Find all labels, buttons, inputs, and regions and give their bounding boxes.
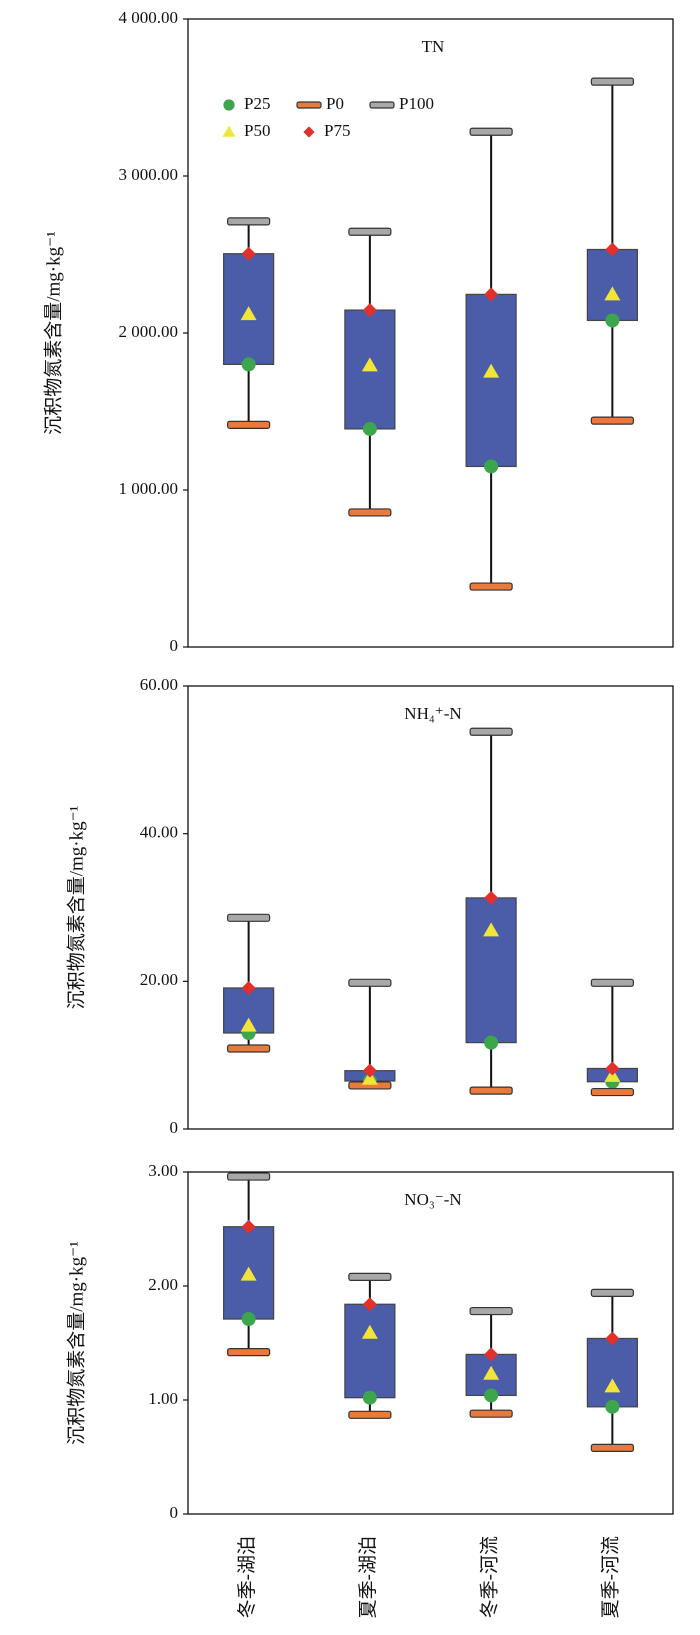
x-tick-label: 冬季-湖泊	[236, 1536, 258, 1618]
point-cap	[348, 1272, 392, 1281]
point-diamond	[362, 1063, 377, 1078]
point-circle	[362, 421, 377, 436]
point-cap	[469, 127, 513, 136]
box	[586, 248, 638, 322]
point-circle	[605, 1399, 620, 1414]
y-tick-label: 4 000.00	[119, 8, 179, 27]
y-tick-label: 60.00	[140, 675, 178, 694]
point-diamond	[605, 242, 620, 257]
point-cap	[227, 217, 271, 226]
point-triangle	[240, 1266, 257, 1281]
y-axis-label: 沉积物氮素含量/mg·kg⁻¹	[65, 805, 87, 1009]
point-triangle	[361, 357, 378, 372]
x-tick-label: 夏季-河流	[600, 1536, 622, 1618]
y-tick-label: 2 000.00	[119, 322, 179, 341]
point-cap	[590, 1443, 634, 1452]
point-circle	[241, 1312, 256, 1327]
legend-label: P0	[326, 94, 344, 113]
point-cap	[227, 1044, 271, 1053]
plot-frame	[187, 1171, 674, 1515]
legend-marker	[296, 101, 322, 109]
y-tick-label: 0	[170, 1503, 179, 1522]
point-diamond	[241, 1219, 256, 1234]
point-circle	[605, 313, 620, 328]
point-cap	[590, 1288, 634, 1297]
x-tick-label: 冬季-河流	[478, 1536, 500, 1618]
point-cap	[590, 416, 634, 425]
y-axis-label: 沉积物氮素含量/mg·kg⁻¹	[42, 231, 64, 435]
point-diamond	[605, 1061, 620, 1076]
box	[465, 293, 517, 468]
point-circle	[484, 1388, 499, 1403]
x-tick-label: 夏季-湖泊	[357, 1536, 379, 1618]
legend-marker	[369, 101, 395, 109]
point-cap	[348, 508, 392, 517]
y-tick-label: 2.00	[148, 1275, 178, 1294]
point-cap	[469, 1409, 513, 1418]
y-tick-label: 3 000.00	[119, 165, 179, 184]
legend-label: P25	[244, 94, 270, 113]
point-triangle	[361, 1070, 378, 1085]
box	[344, 1303, 396, 1399]
y-axis-label: 沉积物氮素含量/mg·kg⁻¹	[65, 1241, 87, 1445]
panel-title: NH₄⁺-N	[404, 704, 461, 723]
point-diamond	[362, 1297, 377, 1312]
point-circle	[241, 357, 256, 372]
box	[586, 1337, 638, 1408]
point-cap	[469, 1086, 513, 1095]
point-diamond	[241, 246, 256, 261]
point-triangle	[240, 306, 257, 321]
point-triangle	[483, 363, 500, 378]
point-triangle	[483, 922, 500, 937]
box	[465, 897, 517, 1044]
point-cap	[590, 1087, 634, 1097]
point-diamond	[484, 287, 499, 302]
panel-title: NO₃⁻-N	[404, 1190, 461, 1209]
legend-label: P75	[324, 121, 350, 140]
y-tick-label: 1 000.00	[119, 479, 179, 498]
point-triangle	[483, 1365, 500, 1380]
y-tick-label: 0	[170, 1118, 179, 1137]
point-diamond	[605, 1331, 620, 1346]
point-cap	[227, 420, 271, 429]
legend-marker	[303, 126, 315, 138]
point-cap	[348, 978, 392, 987]
point-cap	[469, 1306, 513, 1316]
point-cap	[469, 582, 513, 591]
point-circle	[484, 459, 499, 474]
y-tick-label: 3.00	[148, 1161, 178, 1180]
legend-marker	[222, 125, 236, 137]
legend-marker	[223, 99, 235, 111]
legend-label: P100	[399, 94, 434, 113]
point-cap	[469, 727, 513, 736]
point-triangle	[604, 1378, 621, 1393]
point-cap	[348, 1410, 392, 1419]
panel-title: TN	[422, 37, 445, 56]
point-cap	[227, 913, 271, 922]
y-tick-label: 0	[170, 636, 179, 655]
point-circle	[362, 1390, 377, 1405]
point-cap	[348, 227, 392, 236]
point-cap	[227, 1172, 271, 1181]
point-diamond	[484, 890, 499, 905]
legend-label: P50	[244, 121, 270, 140]
plot-frame	[187, 685, 674, 1130]
y-tick-label: 1.00	[148, 1389, 178, 1408]
point-triangle	[361, 1324, 378, 1339]
point-circle	[484, 1035, 499, 1050]
point-triangle	[604, 286, 621, 301]
point-cap	[590, 978, 634, 987]
point-diamond	[484, 1347, 499, 1362]
point-triangle	[240, 1017, 257, 1032]
point-diamond	[241, 980, 256, 995]
y-tick-label: 20.00	[140, 970, 178, 989]
y-tick-label: 40.00	[140, 823, 178, 842]
point-diamond	[362, 303, 377, 318]
point-cap	[590, 77, 634, 86]
point-cap	[227, 1348, 271, 1357]
